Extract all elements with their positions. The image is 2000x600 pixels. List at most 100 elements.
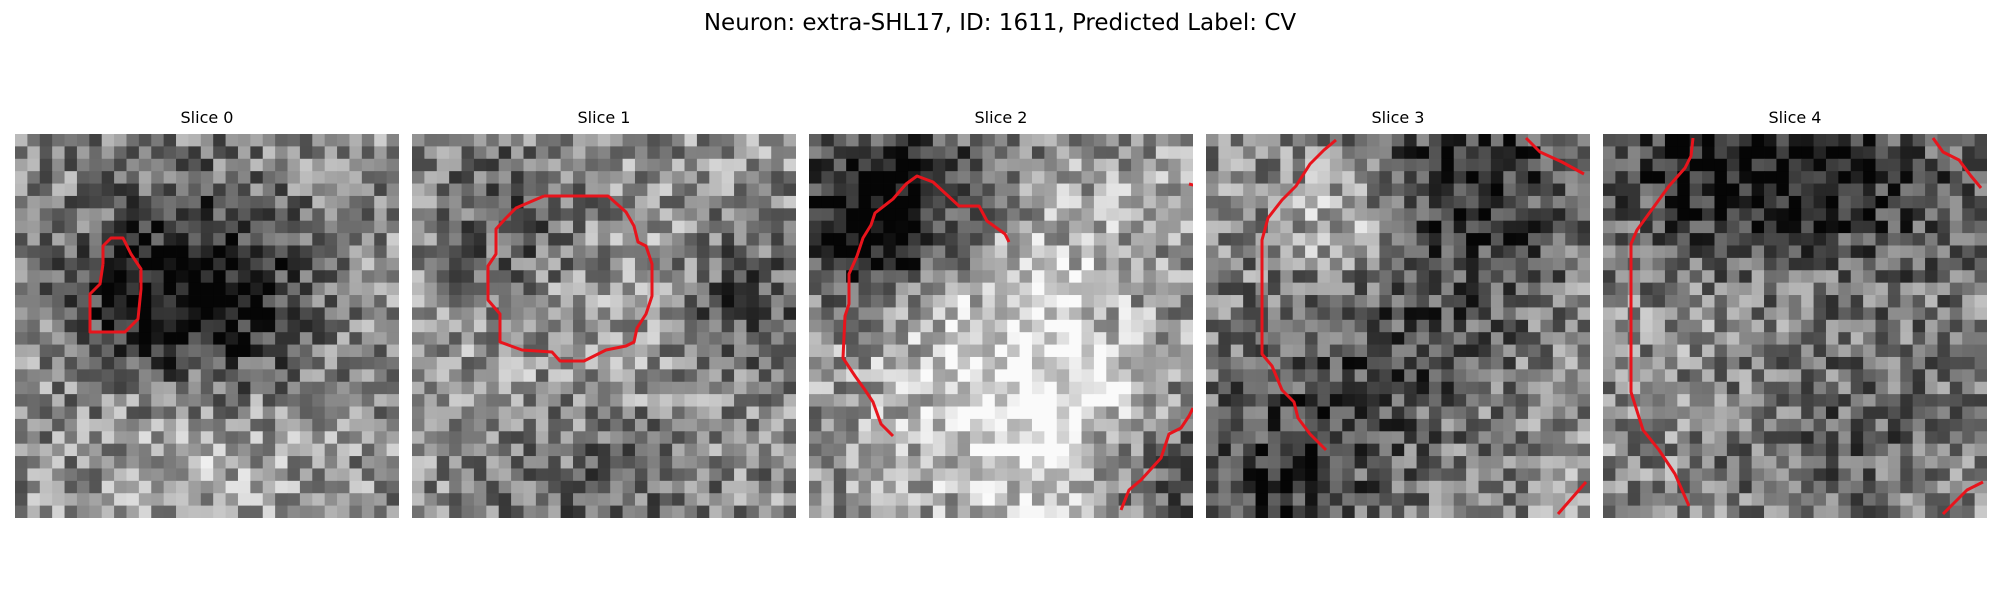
pixel [634,480,648,494]
pixel [1230,208,1244,222]
pixel [337,418,350,432]
pixel [659,171,673,184]
pixel [1416,344,1430,358]
pixel [299,195,313,209]
pixel [908,134,921,147]
pixel [734,369,747,383]
pixel [858,146,872,160]
pixel [982,344,996,358]
pixel [1131,183,1144,197]
pixel [1850,270,1864,284]
pixel [1739,406,1753,420]
pixel [374,171,388,184]
pixel [1267,146,1281,160]
pixel [634,257,648,271]
pixel [461,158,475,172]
pixel [1243,208,1256,222]
pixel [275,319,288,333]
pixel [1118,270,1132,284]
pixel [324,468,338,482]
pixel [200,295,214,308]
pixel [548,443,562,457]
pixel [1776,443,1790,457]
pixel [523,158,537,172]
pixel [27,134,41,147]
pixel [1404,195,1417,209]
pixel [1863,319,1876,333]
pixel [672,443,685,457]
pixel [1404,456,1417,469]
pixel [858,307,872,321]
pixel [895,282,909,296]
pixel [1603,220,1616,234]
pixel [1764,146,1777,160]
pixel [932,332,946,345]
pixel [970,208,983,222]
pixel [1503,443,1517,457]
pixel [114,468,127,482]
pixel [771,195,785,209]
pixel [412,443,425,457]
pixel [1875,406,1889,420]
pixel [1056,134,1070,147]
pixel [647,183,661,197]
pixel [64,295,78,308]
pixel [1825,171,1839,184]
pixel [39,468,53,482]
pixel [1900,505,1914,518]
pixel [994,443,1008,457]
pixel [758,195,772,209]
pixel [634,282,648,296]
pixel [1280,369,1294,383]
pixel [374,344,388,358]
pixel [151,468,165,482]
pixel [361,282,375,296]
pixel [1887,443,1901,457]
pixel [1615,369,1629,383]
pixel [672,134,685,147]
pixel [1093,431,1107,445]
pixel [610,307,623,321]
pixel [610,356,623,370]
pixel [1627,195,1641,209]
pixel [1379,282,1393,296]
pixel [734,480,747,494]
pixel [1552,295,1566,308]
pixel [858,456,872,469]
pixel [1552,171,1566,184]
pixel [982,183,996,197]
pixel [473,369,487,383]
pixel [758,394,772,407]
pixel [1379,307,1393,321]
pixel [535,480,549,494]
pixel [1453,282,1467,296]
pixel [1652,245,1666,259]
pixel [1453,233,1467,246]
pixel [1441,146,1455,160]
pixel [1379,319,1393,333]
pixel [1155,171,1169,184]
pixel [1329,183,1343,197]
pixel [1453,307,1467,321]
pixel [883,480,897,494]
pixel [1031,134,1045,147]
pixel [1441,493,1455,507]
pixel [821,356,835,370]
pixel [200,356,214,370]
pixel [1118,344,1132,358]
pixel [27,406,41,420]
pixel [945,394,959,407]
pixel [1255,134,1269,147]
pixel [1206,208,1219,222]
pixel [200,332,214,345]
pixel [486,443,500,457]
pixel [957,270,971,284]
pixel [821,245,835,259]
pixel [1441,319,1455,333]
pixel [783,220,796,234]
pixel [1478,134,1492,147]
pixel [52,171,65,184]
pixel [1825,480,1839,494]
pixel [52,295,65,308]
pixel [1367,282,1380,296]
